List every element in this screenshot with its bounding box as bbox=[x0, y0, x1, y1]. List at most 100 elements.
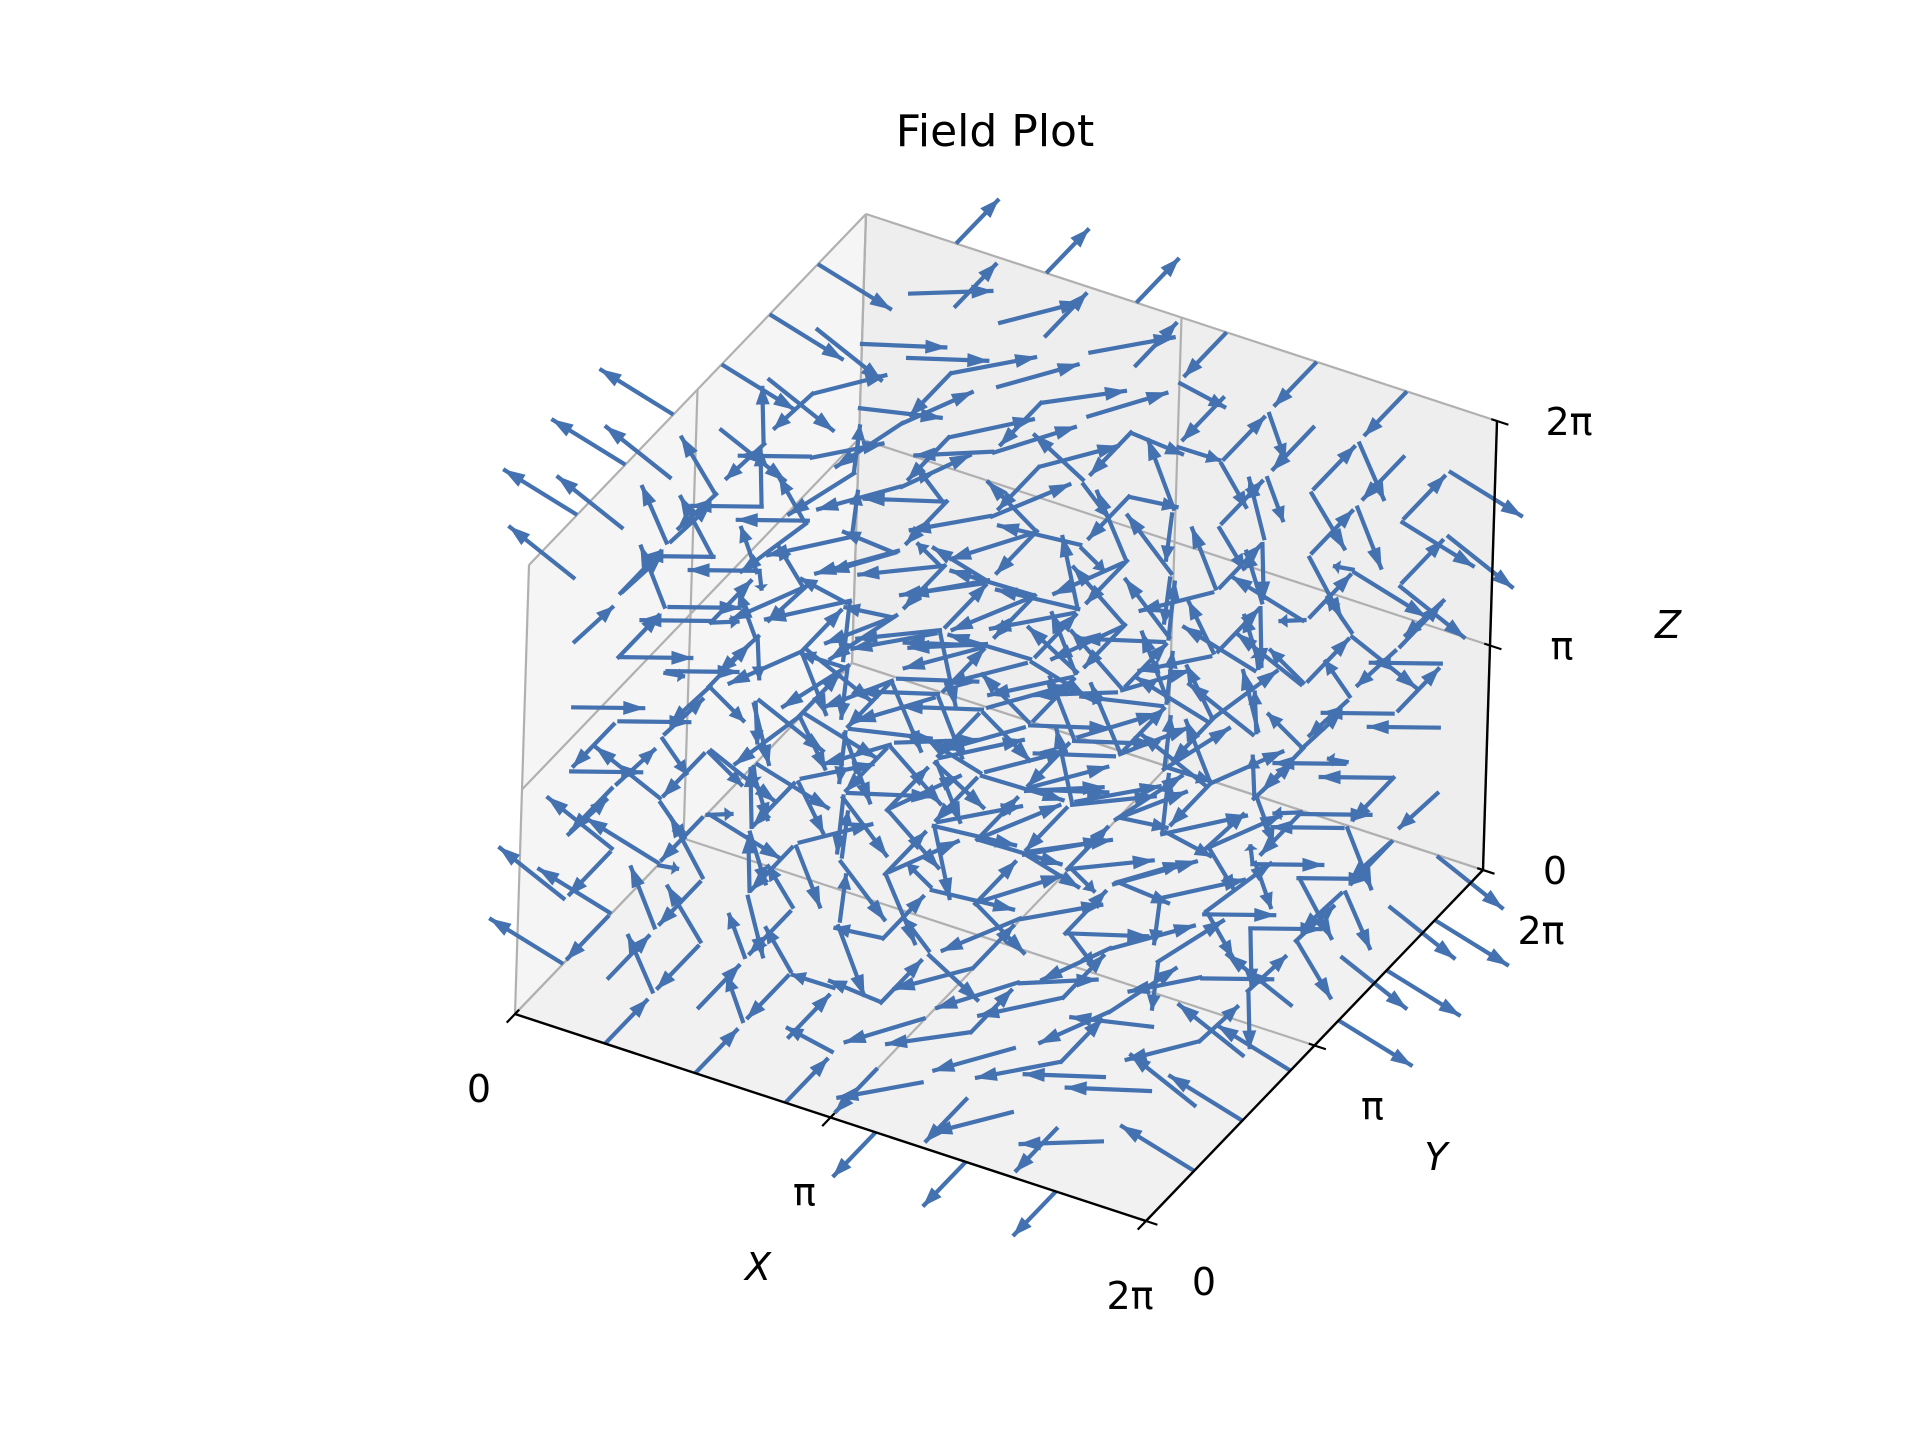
arrow-head bbox=[1147, 438, 1162, 462]
field-arrow bbox=[665, 664, 740, 679]
field-arrow bbox=[974, 795, 1021, 843]
arrow-head bbox=[719, 600, 742, 615]
arrow-head bbox=[671, 650, 694, 665]
field-arrow bbox=[1032, 747, 1117, 762]
arrow-head bbox=[907, 461, 926, 481]
arrow-head bbox=[1398, 812, 1416, 829]
field-arrow bbox=[923, 1096, 970, 1144]
field-arrow bbox=[901, 389, 975, 426]
field-arrow bbox=[1025, 740, 1072, 789]
arrow-head bbox=[1191, 526, 1206, 550]
arrow-head bbox=[673, 759, 688, 776]
field-arrow bbox=[1292, 903, 1337, 944]
arrow-head bbox=[856, 781, 871, 805]
arrow-head bbox=[1188, 600, 1203, 621]
arrow-head bbox=[909, 397, 928, 417]
field-arrow bbox=[755, 385, 770, 445]
arrow-head bbox=[1269, 648, 1286, 666]
arrow-head bbox=[751, 666, 766, 681]
field-arrow bbox=[841, 731, 873, 806]
arrow-head bbox=[1232, 490, 1247, 509]
field-arrow bbox=[497, 845, 567, 902]
field-arrow bbox=[1111, 858, 1199, 887]
field-arrow bbox=[1244, 844, 1258, 863]
arrow-head bbox=[850, 973, 865, 997]
field-arrow bbox=[751, 701, 772, 767]
chart-title: Field Plot bbox=[896, 106, 1094, 157]
arrow-head bbox=[498, 846, 521, 866]
z-tick-mark bbox=[1483, 642, 1502, 651]
arrow-head bbox=[1089, 720, 1112, 735]
arrow-head bbox=[641, 485, 657, 507]
arrow-head bbox=[680, 435, 698, 459]
z-tick-label: 2π bbox=[1545, 400, 1592, 444]
field-arrow bbox=[816, 262, 893, 312]
field-arrow bbox=[833, 1066, 880, 1115]
arrow-head bbox=[948, 454, 972, 470]
field-arrow bbox=[705, 749, 745, 788]
field-arrow bbox=[948, 568, 1035, 598]
arrow-head bbox=[728, 705, 745, 723]
arrow-head bbox=[1088, 890, 1107, 910]
arrow-head bbox=[670, 860, 680, 875]
arrow-head bbox=[1325, 596, 1343, 620]
arrow-head bbox=[787, 497, 810, 516]
field-arrow bbox=[980, 709, 1033, 764]
field-arrow bbox=[915, 541, 944, 569]
field-arrow bbox=[659, 735, 690, 777]
arrow-head bbox=[864, 373, 888, 387]
arrow-head bbox=[809, 814, 824, 835]
arrow-head bbox=[1058, 871, 1080, 889]
arrow-head bbox=[1172, 924, 1196, 938]
field-arrow bbox=[898, 580, 987, 600]
field-arrow bbox=[617, 548, 664, 597]
arrow-head bbox=[773, 412, 791, 430]
arrow-head bbox=[936, 738, 956, 758]
field-arrow bbox=[995, 361, 1081, 390]
arrow-head bbox=[753, 446, 768, 467]
field-arrow bbox=[942, 582, 989, 630]
arrow-head bbox=[828, 980, 848, 994]
field-arrow bbox=[570, 721, 617, 769]
arrow-head bbox=[1011, 416, 1035, 431]
arrow-head bbox=[995, 924, 1015, 944]
field-arrow bbox=[1433, 918, 1510, 968]
arrow-head bbox=[1355, 928, 1371, 950]
field-arrow bbox=[1445, 533, 1515, 590]
arrow-head bbox=[508, 525, 531, 546]
arrow-head bbox=[754, 584, 768, 591]
field-arrow bbox=[1354, 648, 1399, 689]
arrow-head bbox=[1086, 765, 1110, 779]
arrow-head bbox=[662, 778, 682, 798]
field-arrow bbox=[970, 923, 1017, 971]
arrow-head bbox=[755, 385, 770, 405]
arrow-head bbox=[1332, 573, 1352, 593]
field-arrow bbox=[1138, 589, 1215, 614]
arrow-head bbox=[546, 796, 569, 816]
arrow-head bbox=[816, 497, 840, 511]
arrow-head bbox=[1250, 862, 1273, 881]
arrow-head bbox=[1058, 613, 1078, 633]
arrow-head bbox=[1427, 475, 1446, 495]
field-arrow bbox=[738, 520, 809, 575]
arrow-head bbox=[1256, 581, 1271, 601]
arrow-head bbox=[807, 791, 830, 809]
field-arrow bbox=[1122, 641, 1169, 690]
x-axis-label: X bbox=[743, 1245, 772, 1289]
arrow-head bbox=[656, 970, 676, 990]
arrow-head bbox=[1146, 994, 1161, 1011]
field-arrow bbox=[1298, 807, 1373, 822]
field-arrow bbox=[1221, 414, 1268, 463]
arrow-head bbox=[1090, 826, 1109, 846]
arrow-head bbox=[658, 906, 678, 926]
field-arrow bbox=[667, 600, 742, 615]
arrow-head bbox=[1132, 855, 1155, 870]
arrow-head bbox=[638, 748, 656, 766]
arrow-head bbox=[757, 743, 771, 766]
arrow-head bbox=[1010, 741, 1032, 762]
field-arrow bbox=[677, 494, 716, 560]
arrow-head bbox=[556, 475, 579, 495]
arrow-head bbox=[932, 1058, 956, 1072]
field-arrow bbox=[1218, 461, 1249, 510]
field-arrow bbox=[617, 714, 692, 729]
